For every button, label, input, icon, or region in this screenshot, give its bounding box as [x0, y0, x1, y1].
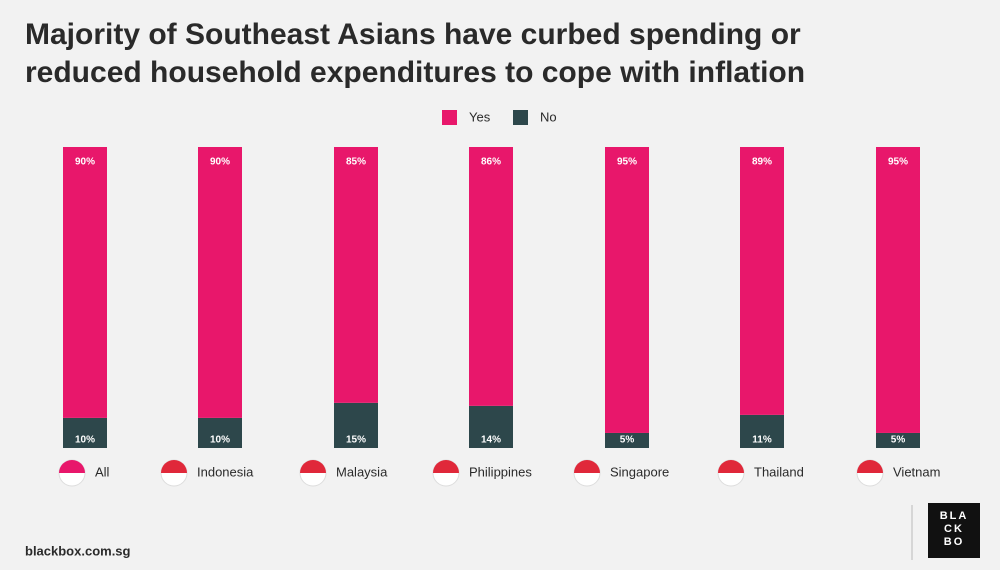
- chart-title: Majority of Southeast Asians have curbed…: [25, 18, 805, 89]
- bar-segment: [740, 414, 784, 448]
- value-label: 85%: [346, 157, 366, 168]
- category-label: Malaysia: [336, 464, 388, 479]
- legend-swatch: [442, 110, 457, 125]
- value-label: 5%: [891, 435, 906, 446]
- category-label: Thailand: [754, 464, 804, 479]
- category-label: Philippines: [469, 464, 532, 479]
- logo-box: [928, 503, 980, 558]
- legend-label: No: [540, 109, 557, 124]
- category-label: All: [95, 464, 110, 479]
- flag-icon: [161, 460, 187, 473]
- value-label: 90%: [210, 157, 230, 168]
- flag-icon: [857, 460, 883, 473]
- flag-icon: [59, 460, 85, 473]
- value-label: 10%: [210, 435, 230, 446]
- value-label: 14%: [481, 435, 501, 446]
- source: blackbox.com.sg: [25, 543, 131, 558]
- bar-segment: [605, 147, 649, 433]
- value-label: 10%: [75, 435, 95, 446]
- value-label: 15%: [346, 435, 366, 446]
- bar-segment: [334, 147, 378, 403]
- bar-segment: [63, 147, 107, 418]
- category-label: Indonesia: [197, 464, 254, 479]
- logo-text: BLA: [940, 510, 969, 522]
- bar-segment: [876, 147, 920, 433]
- flag-icon: [300, 460, 326, 473]
- bar-segment: [198, 147, 242, 418]
- flag-icon: [433, 460, 459, 473]
- category-label: Vietnam: [893, 464, 940, 479]
- flag-icon: [574, 460, 600, 473]
- legend-swatch: [513, 110, 528, 125]
- value-label: 86%: [481, 157, 501, 168]
- bar-segment: [876, 432, 920, 448]
- bar-segment: [334, 402, 378, 448]
- category-label: Singapore: [610, 464, 669, 479]
- bar-segment: [469, 405, 513, 448]
- logo-text: CK: [944, 523, 964, 535]
- bar-segment: [469, 147, 513, 406]
- bar-segment: [605, 432, 649, 448]
- value-label: 5%: [620, 435, 635, 446]
- flag-icon: [718, 460, 744, 473]
- logo-text: BO: [944, 536, 965, 548]
- legend-label: Yes: [469, 109, 491, 124]
- bar-segment: [63, 417, 107, 448]
- value-label: 95%: [617, 157, 637, 168]
- value-label: 89%: [752, 157, 772, 168]
- value-label: 11%: [752, 435, 772, 446]
- bar-segment: [740, 147, 784, 415]
- value-label: 90%: [75, 157, 95, 168]
- bar-segment: [198, 417, 242, 448]
- value-label: 95%: [888, 157, 908, 168]
